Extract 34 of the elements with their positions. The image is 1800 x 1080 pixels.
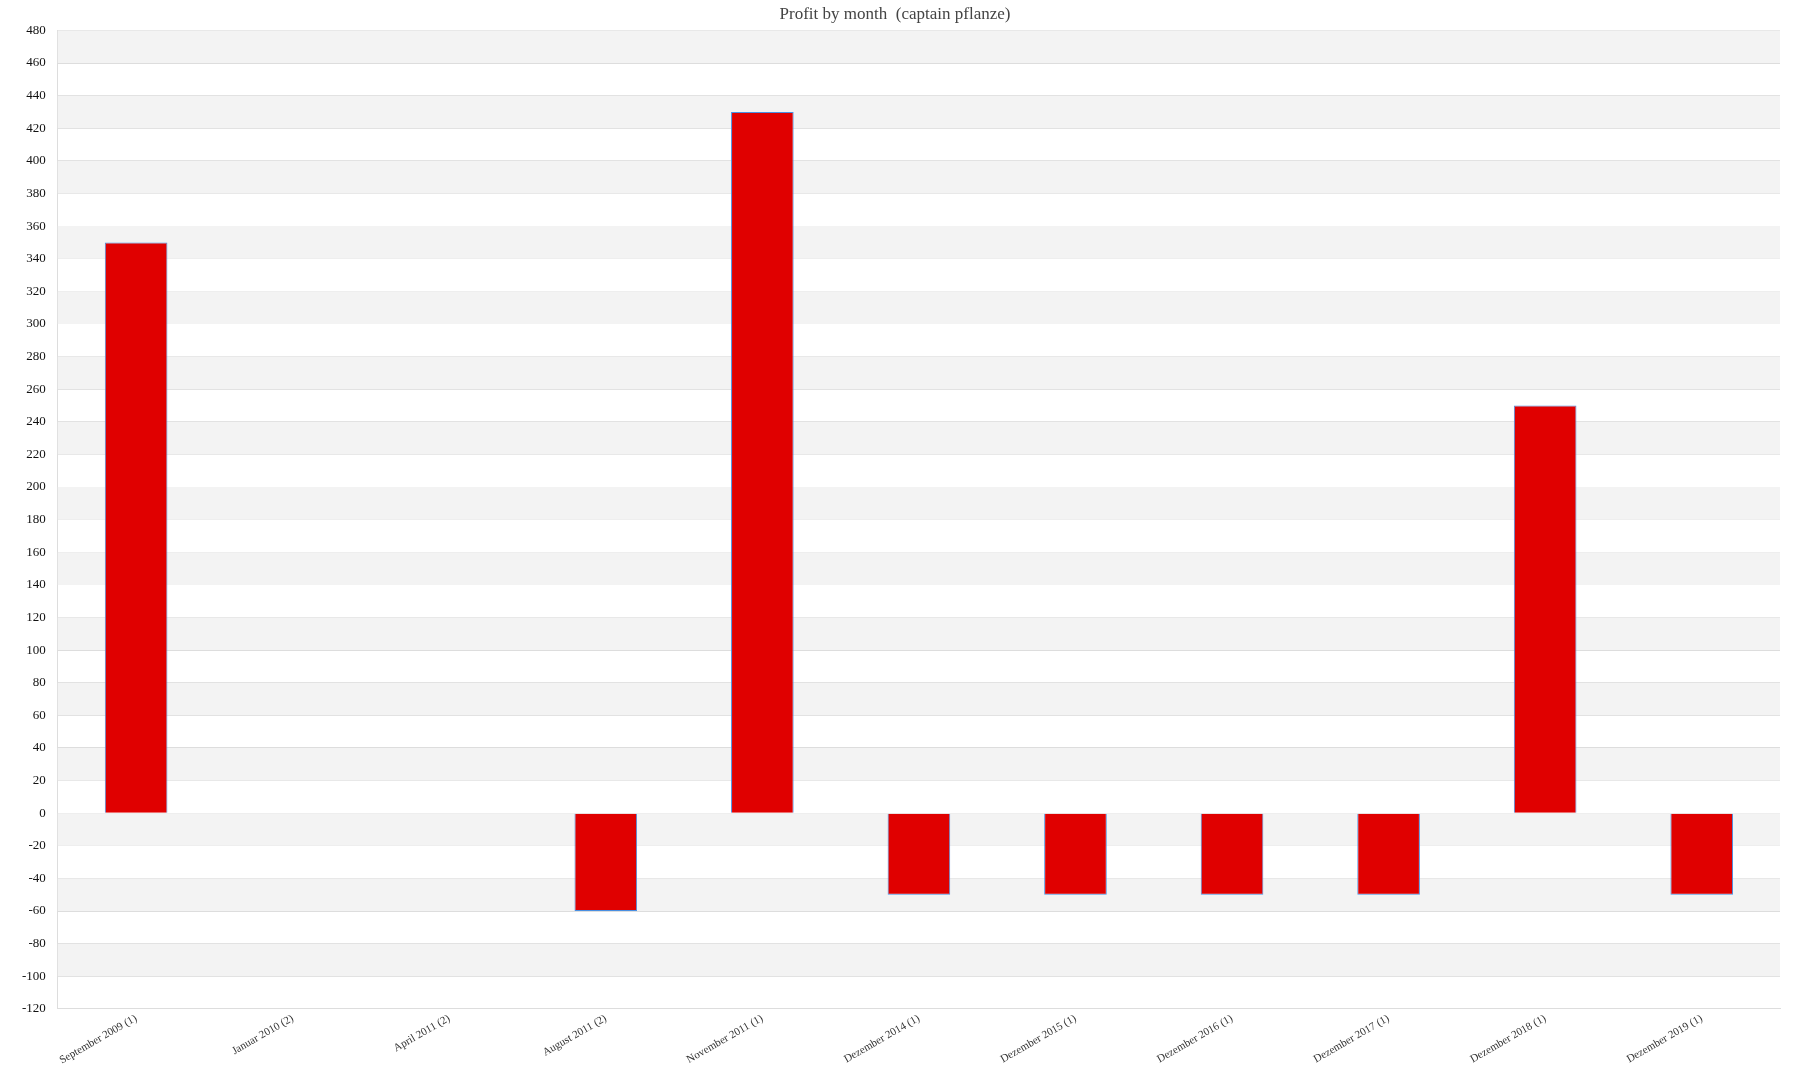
y-tick-label: -100: [21, 967, 46, 983]
y-tick-label: 200: [26, 478, 46, 494]
y-tick-label: 260: [26, 380, 46, 396]
y-tick-label: 360: [26, 217, 46, 233]
y-tick-label: 20: [32, 771, 46, 787]
y-tick-label: 480: [26, 21, 46, 37]
y-tick-label: 400: [26, 152, 46, 168]
y-tick-label: -120: [21, 1000, 46, 1016]
y-tick-label: 140: [26, 576, 46, 592]
y-tick-label: 340: [26, 250, 46, 266]
y-tick-label: 380: [26, 184, 46, 200]
chart-title: Profit by month (captain pflanze): [779, 3, 1011, 23]
x-tick-label: Januar 2010 (2): [229, 1011, 296, 1058]
x-tick-label: April 2011 (2): [391, 1011, 453, 1055]
y-tick-label: 440: [26, 87, 46, 103]
y-tick-label: 100: [26, 641, 46, 657]
y-tick-label: 240: [26, 413, 46, 429]
y-tick-label: 0: [39, 804, 46, 820]
y-tick-label: 180: [26, 511, 46, 527]
y-tick-label: 60: [32, 706, 46, 722]
y-tick-label: 220: [26, 445, 46, 461]
y-tick-label: 320: [26, 282, 46, 298]
y-tick-label: -60: [28, 902, 46, 918]
y-tick-label: 40: [32, 739, 46, 755]
y-tick-label: -40: [28, 869, 46, 885]
y-tick-label: 420: [26, 119, 46, 135]
y-tick-label: -20: [28, 837, 46, 853]
y-tick-label: -80: [28, 935, 46, 951]
y-tick-label: 80: [32, 674, 46, 690]
y-tick-label: 460: [26, 54, 46, 70]
y-tick-label: 280: [26, 347, 46, 363]
y-tick-label: 120: [26, 608, 46, 624]
y-tick-label: 160: [26, 543, 46, 559]
y-tick-label: 300: [26, 315, 46, 331]
